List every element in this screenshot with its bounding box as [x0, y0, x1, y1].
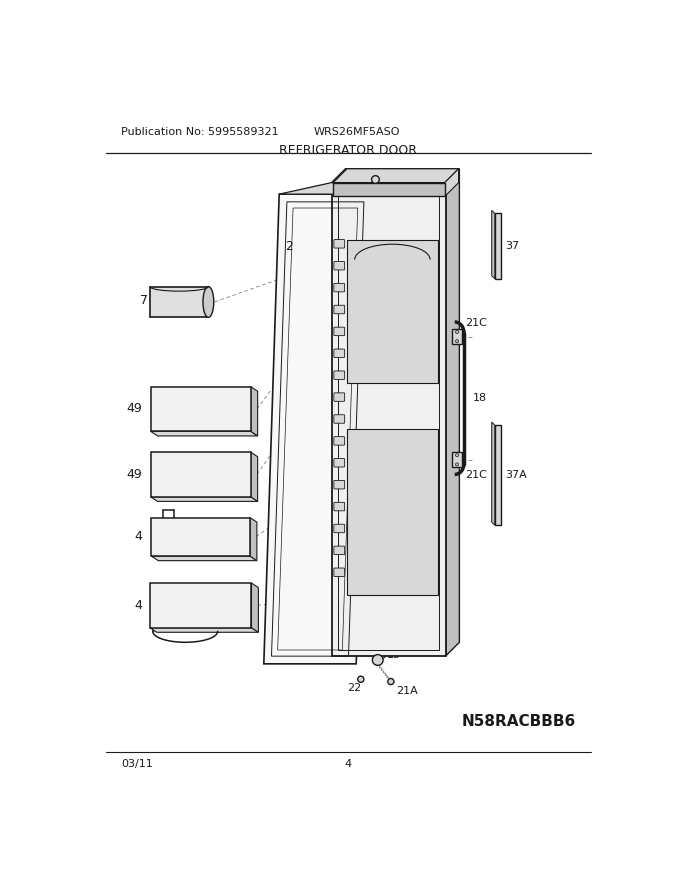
Text: 22B: 22B	[385, 171, 407, 180]
Polygon shape	[252, 583, 258, 632]
Bar	[338, 188, 439, 650]
FancyBboxPatch shape	[334, 546, 345, 554]
Polygon shape	[251, 386, 258, 436]
Text: 7: 7	[140, 294, 148, 307]
Circle shape	[388, 678, 394, 685]
Text: 03/11: 03/11	[121, 759, 153, 769]
Polygon shape	[150, 287, 208, 318]
Text: 49: 49	[126, 402, 142, 415]
Circle shape	[456, 330, 458, 334]
Circle shape	[456, 463, 458, 466]
FancyBboxPatch shape	[334, 305, 345, 314]
Text: N58RACBBB6: N58RACBBB6	[462, 714, 576, 730]
Polygon shape	[152, 517, 250, 556]
FancyBboxPatch shape	[334, 261, 345, 270]
Text: 18: 18	[473, 393, 488, 403]
Text: 15: 15	[408, 193, 422, 203]
Polygon shape	[332, 169, 460, 182]
Polygon shape	[150, 583, 252, 627]
FancyBboxPatch shape	[334, 568, 345, 576]
Text: 21A: 21A	[396, 686, 418, 696]
Text: REFRIGERATOR DOOR: REFRIGERATOR DOOR	[279, 144, 418, 158]
FancyBboxPatch shape	[334, 371, 345, 379]
Text: 4: 4	[345, 759, 352, 769]
Bar	[495, 425, 501, 525]
Polygon shape	[279, 182, 371, 194]
Text: 13: 13	[387, 650, 401, 660]
Ellipse shape	[203, 287, 214, 318]
Polygon shape	[492, 210, 495, 279]
Polygon shape	[150, 496, 258, 502]
FancyBboxPatch shape	[334, 239, 345, 248]
Text: Publication No: 5995589321: Publication No: 5995589321	[121, 127, 279, 137]
Text: 21C: 21C	[466, 318, 488, 327]
Polygon shape	[150, 386, 251, 431]
Bar	[333, 182, 445, 196]
FancyBboxPatch shape	[334, 349, 345, 357]
Bar	[452, 452, 462, 467]
Polygon shape	[251, 452, 258, 502]
Circle shape	[373, 655, 383, 665]
Bar	[495, 213, 501, 279]
Circle shape	[456, 340, 458, 342]
Text: 49: 49	[126, 468, 142, 481]
Text: 4: 4	[134, 531, 142, 543]
FancyBboxPatch shape	[334, 327, 345, 335]
Polygon shape	[445, 169, 458, 196]
Circle shape	[358, 676, 364, 682]
Circle shape	[456, 454, 458, 457]
Polygon shape	[264, 194, 371, 664]
Text: 37A: 37A	[505, 470, 527, 480]
Text: 4: 4	[134, 598, 142, 612]
Polygon shape	[152, 556, 257, 561]
Bar	[347, 429, 438, 595]
Text: WRS26MF5ASO: WRS26MF5ASO	[314, 127, 401, 137]
Circle shape	[371, 176, 379, 183]
FancyBboxPatch shape	[334, 436, 345, 445]
Bar	[452, 329, 462, 344]
FancyBboxPatch shape	[334, 458, 345, 467]
Polygon shape	[150, 431, 258, 436]
Polygon shape	[492, 422, 495, 525]
Polygon shape	[445, 169, 460, 656]
Text: 2: 2	[286, 240, 293, 253]
FancyBboxPatch shape	[334, 414, 345, 423]
Polygon shape	[150, 452, 251, 496]
FancyBboxPatch shape	[334, 502, 345, 510]
Text: 21C: 21C	[466, 470, 488, 480]
Bar	[347, 240, 438, 383]
Bar	[332, 182, 445, 656]
FancyBboxPatch shape	[334, 480, 345, 489]
Polygon shape	[150, 627, 258, 632]
FancyBboxPatch shape	[334, 283, 345, 292]
FancyBboxPatch shape	[334, 392, 345, 401]
Polygon shape	[250, 517, 257, 561]
Text: 22: 22	[347, 684, 361, 693]
Polygon shape	[333, 169, 458, 182]
Text: 37: 37	[505, 241, 520, 251]
FancyBboxPatch shape	[334, 524, 345, 532]
